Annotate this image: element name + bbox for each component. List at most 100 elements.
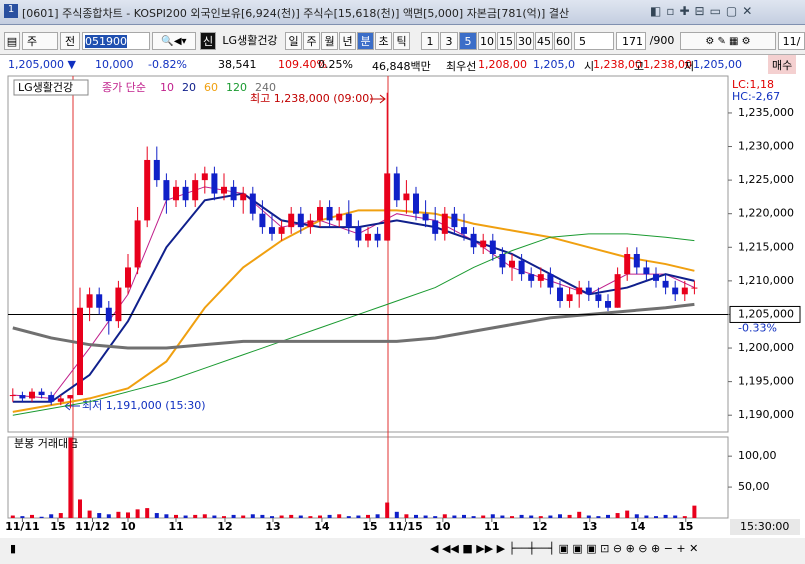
turnover: 0.25% bbox=[318, 58, 353, 71]
intervals-button[interactable]: 10 bbox=[478, 32, 496, 50]
legend-entry: 20 bbox=[182, 81, 196, 94]
new-badge[interactable]: 신 bbox=[200, 32, 216, 50]
open: 1,238,00 bbox=[593, 58, 642, 71]
volume-bar bbox=[231, 514, 236, 518]
period-dropdown[interactable]: 주 bbox=[22, 32, 58, 50]
candle-body bbox=[432, 220, 439, 234]
name-box bbox=[13, 79, 89, 96]
candle-body bbox=[125, 267, 131, 288]
prev-button[interactable]: 전 bbox=[60, 32, 80, 50]
intervals-button[interactable]: 30 bbox=[516, 32, 534, 50]
x-tick-label: 12 bbox=[532, 520, 547, 533]
candle-body bbox=[451, 213, 458, 228]
volume-bar bbox=[490, 514, 495, 518]
scroll-buttons[interactable]: ◀ ◀◀ ■ ▶▶ ▶ ├──┼──┤ ▣ ▣ ▣ ⊡ ⊖ ⊕ ⊖ ⊕ − + … bbox=[430, 541, 698, 555]
candle-body bbox=[547, 274, 554, 288]
volume-bar bbox=[673, 515, 678, 518]
volume-bar bbox=[289, 514, 294, 518]
count-input[interactable]: 171 bbox=[616, 32, 646, 50]
y-tick-label: 1,190,000 bbox=[738, 408, 794, 421]
intervals-button[interactable]: 60 bbox=[554, 32, 572, 50]
info-row: 1,205,000 ▼ 10,000 -0.82% 38,541 109.40%… bbox=[0, 54, 805, 75]
chart-tools[interactable]: ⚙ ✎ ▦ ⚙ bbox=[680, 32, 776, 50]
candle-body bbox=[441, 213, 448, 234]
bottom-bar bbox=[0, 538, 805, 564]
interval-input[interactable]: 5 bbox=[574, 32, 614, 50]
intervals-button[interactable]: 15 bbox=[497, 32, 515, 50]
volume-bar bbox=[596, 516, 601, 518]
volume-bar bbox=[308, 516, 313, 518]
candle-body bbox=[393, 173, 400, 201]
volume-bar bbox=[164, 514, 169, 518]
candle-body bbox=[653, 274, 659, 281]
volume-bar bbox=[567, 514, 572, 518]
candle-body bbox=[605, 301, 611, 308]
intervals-button[interactable]: 45 bbox=[535, 32, 553, 50]
candle-body bbox=[518, 260, 525, 275]
x-tick-label: 15 bbox=[678, 520, 693, 533]
volume-bar bbox=[222, 516, 226, 518]
volume-bar bbox=[87, 510, 92, 518]
volume-bar bbox=[126, 512, 130, 518]
candle-body bbox=[144, 159, 151, 221]
candle-body bbox=[173, 186, 179, 201]
volume-bar bbox=[654, 516, 658, 518]
candle-body bbox=[297, 213, 304, 228]
candle-body bbox=[384, 173, 391, 241]
volume-bar bbox=[471, 516, 476, 518]
units-button[interactable]: 틱 bbox=[393, 32, 410, 50]
volume-bar bbox=[250, 514, 255, 518]
volume-bar bbox=[577, 511, 582, 518]
candle-body bbox=[470, 233, 477, 248]
count-total: /900 bbox=[649, 34, 675, 47]
volume-bar bbox=[606, 514, 610, 518]
change-rate: -0.82% bbox=[148, 58, 187, 71]
date-input[interactable]: 11/ bbox=[778, 32, 805, 50]
volume-bar bbox=[462, 514, 466, 518]
units-button[interactable]: 월 bbox=[321, 32, 338, 50]
intervals-button[interactable]: 3 bbox=[440, 32, 458, 50]
bottom-icons[interactable]: ▮ bbox=[10, 542, 16, 555]
candle-body bbox=[163, 180, 170, 201]
volume-bar bbox=[423, 515, 428, 518]
candle-body bbox=[691, 287, 698, 289]
tool-icons[interactable]: 🔍◀▾ bbox=[152, 32, 196, 50]
low-annotation: 최저 1,191,000 (15:30) bbox=[82, 399, 206, 412]
buy-button[interactable]: 매수 bbox=[768, 55, 797, 75]
menu-button[interactable]: ▤ bbox=[4, 32, 20, 50]
chart-title: LG생활건강 bbox=[18, 80, 73, 94]
window-title: [0601] 주식종합차트 - KOSPI200 외국인보유[6,924(천)]… bbox=[22, 7, 570, 20]
y-tick-label: 1,210,000 bbox=[738, 274, 794, 287]
units-button[interactable]: 일 bbox=[285, 32, 302, 50]
candle-body bbox=[96, 294, 103, 308]
units-button[interactable]: 년 bbox=[339, 32, 356, 50]
candle-body bbox=[134, 220, 141, 268]
candle-body bbox=[19, 395, 26, 399]
candle-body bbox=[489, 240, 496, 254]
units-button[interactable]: 주 bbox=[303, 32, 320, 50]
units-button[interactable]: 초 bbox=[375, 32, 392, 50]
lc-label: LC:1,18 bbox=[732, 78, 774, 91]
intervals-button[interactable]: 1 bbox=[421, 32, 439, 50]
volume-bar bbox=[385, 502, 390, 518]
time-box bbox=[730, 519, 800, 535]
candle-body bbox=[115, 287, 122, 322]
volume-bar bbox=[452, 515, 457, 518]
candle-body bbox=[317, 206, 323, 221]
legend-entry: 10 bbox=[160, 81, 174, 94]
code-input[interactable]: 051900 bbox=[82, 32, 150, 50]
low: 1,205,00 bbox=[693, 58, 742, 71]
candle-body bbox=[633, 254, 640, 268]
candle-body bbox=[403, 193, 410, 201]
x-tick-label: 13 bbox=[582, 520, 597, 533]
intervals-button[interactable]: 5 bbox=[459, 32, 477, 50]
units-button[interactable]: 분 bbox=[357, 32, 374, 50]
candle-body bbox=[153, 159, 160, 181]
candle-body bbox=[672, 287, 679, 295]
window-controls[interactable]: ◧▫✚⊟▭▢✕ bbox=[650, 4, 758, 18]
volume-bar bbox=[327, 514, 332, 518]
y-tick-label: 1,230,000 bbox=[738, 140, 794, 153]
volume-bar bbox=[298, 515, 303, 518]
x-tick-label: 11/12 bbox=[75, 520, 110, 533]
